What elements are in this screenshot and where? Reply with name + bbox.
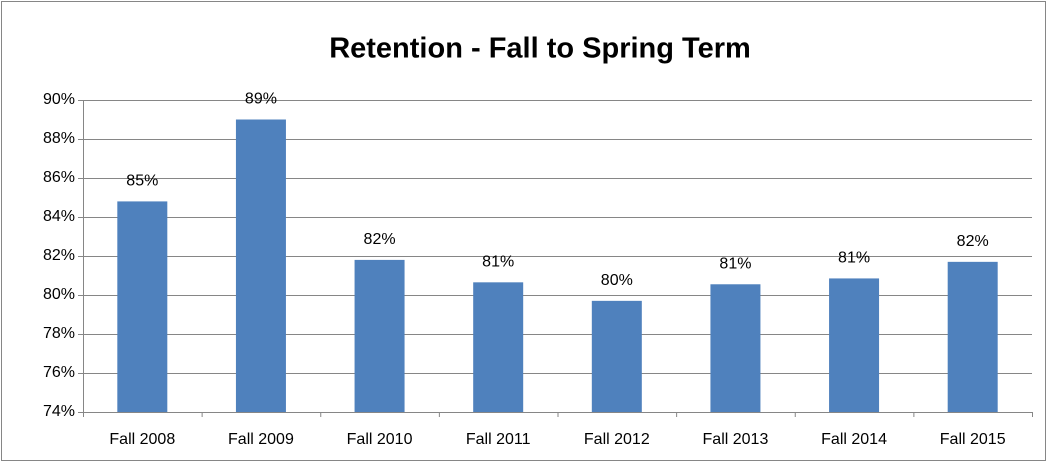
x-tick-label: Fall 2011	[466, 431, 531, 448]
bar	[473, 282, 524, 412]
bar	[710, 284, 761, 412]
x-tick-label: Fall 2013	[703, 431, 769, 448]
data-label: 85%	[126, 173, 158, 190]
x-tick-label: Fall 2008	[109, 431, 175, 448]
bar	[117, 201, 168, 412]
data-label: 81%	[719, 255, 751, 272]
chart-title: Retention - Fall to Spring Term	[329, 33, 751, 65]
y-tick-label: 86%	[43, 169, 75, 186]
data-label: 80%	[601, 272, 633, 289]
bar	[354, 259, 405, 412]
y-tick-label: 80%	[43, 286, 75, 303]
bar	[947, 261, 998, 412]
y-tick-label: 90%	[43, 91, 75, 108]
x-tick-label: Fall 2009	[228, 431, 294, 448]
y-tick-label: 74%	[43, 403, 75, 420]
bar	[235, 119, 286, 412]
data-label: 81%	[838, 250, 870, 267]
bar	[829, 278, 880, 412]
data-label: 82%	[957, 233, 989, 250]
x-tick-label: Fall 2015	[940, 431, 1006, 448]
x-tick-label: Fall 2010	[347, 431, 413, 448]
bar	[591, 300, 642, 412]
data-label: 81%	[482, 254, 514, 271]
data-label: 89%	[245, 91, 277, 108]
y-tick-label: 82%	[43, 247, 75, 264]
y-tick-label: 76%	[43, 364, 75, 381]
y-tick-label: 84%	[43, 208, 75, 225]
y-tick-label: 88%	[43, 130, 75, 147]
data-label: 82%	[364, 231, 396, 248]
y-tick-label: 78%	[43, 325, 75, 342]
x-tick-label: Fall 2012	[584, 431, 650, 448]
x-tick-label: Fall 2014	[821, 431, 887, 448]
